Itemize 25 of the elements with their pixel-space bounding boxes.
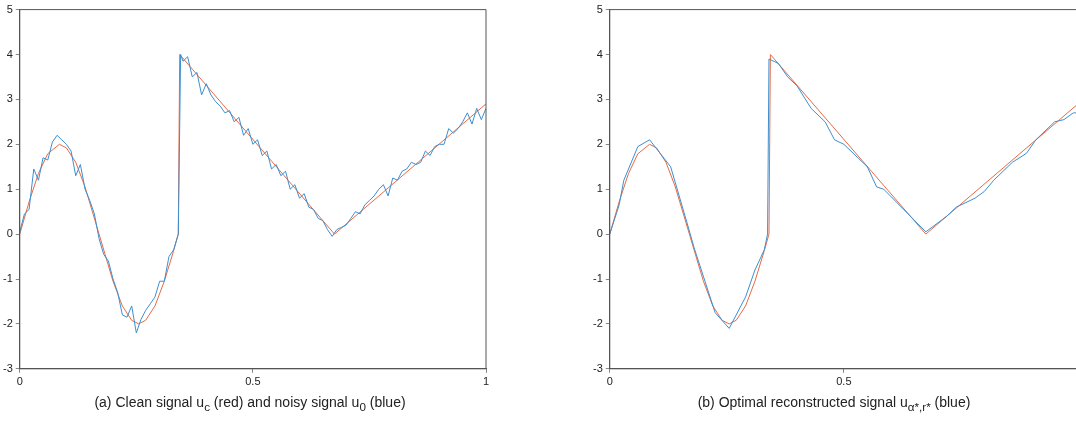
text: (b) Optimal reconstructed signal u$_{α*,r*}$ (blue)	[696, 394, 972, 413]
y-tick-label: -3	[593, 361, 603, 374]
text: (a) Clean signal u$_{c}$ (red) and noisy signal u$_{0}$ (blue)	[93, 394, 407, 413]
y-tick-label: -2	[3, 316, 13, 329]
y-tick-label: 1	[596, 182, 603, 195]
y-tick-label: 0	[596, 227, 603, 240]
y-tick-label: 0	[6, 227, 13, 240]
x-tick-label: 0.5	[836, 375, 852, 388]
y-tick-label: 3	[6, 92, 13, 105]
y-tick-label: 1	[6, 182, 13, 195]
y-tick-label: 2	[596, 137, 603, 150]
x-tick-label: 0	[606, 375, 613, 388]
x-tick-label: 1	[482, 375, 490, 388]
y-tick-label: -1	[593, 272, 603, 285]
y-tick-label: 2	[6, 137, 13, 150]
y-tick-label: -1	[3, 272, 13, 285]
y-tick-label: 5	[6, 2, 13, 15]
y-tick-label: 3	[596, 92, 603, 105]
y-tick-label: 5	[596, 2, 603, 15]
x-tick-label: 0.5	[245, 375, 261, 388]
x-tick-label: 0	[16, 375, 23, 388]
y-tick-label: -3	[3, 361, 13, 374]
y-tick-label: -2	[593, 316, 603, 329]
y-tick-label: 4	[6, 47, 13, 60]
y-tick-label: 4	[596, 47, 603, 60]
